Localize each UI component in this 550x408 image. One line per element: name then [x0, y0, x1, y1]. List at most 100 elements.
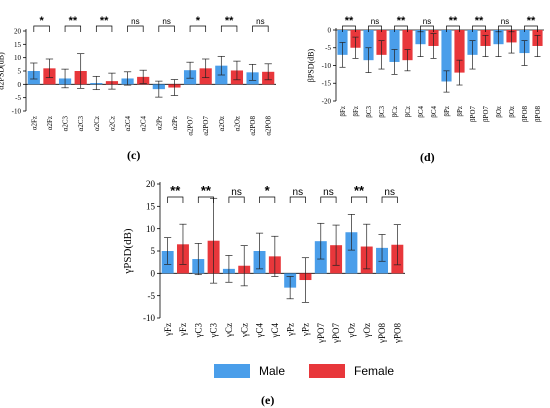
legend: Male Female: [214, 364, 418, 378]
y-tick-label: 0: [328, 26, 332, 34]
bar-female: [454, 30, 465, 73]
bar-male: [441, 30, 452, 82]
x-tick-label: γPO7: [316, 323, 326, 344]
significance-label: **: [201, 183, 212, 198]
x-tick-label: γC4: [255, 323, 265, 339]
significance-bracket: [472, 25, 486, 32]
y-tick-label: 10: [146, 224, 156, 234]
x-tick-label: βPO8: [534, 106, 542, 123]
significance-bracket: [381, 196, 398, 203]
y-tick-label: -5: [15, 94, 21, 102]
x-tick-label: βPO7: [482, 106, 490, 123]
x-tick-label: γOz: [362, 323, 372, 338]
x-tick-label: βC4: [417, 106, 425, 118]
significance-bracket: [220, 25, 238, 32]
bar-male: [389, 30, 400, 62]
y-tick-label: 0: [18, 81, 22, 89]
x-tick-label: α2Cz: [93, 116, 101, 131]
significance-label: **: [449, 15, 458, 27]
y-axis-label: βPSD(dB): [307, 48, 316, 82]
x-tick-label: γC4: [270, 323, 280, 339]
significance-bracket: [189, 25, 207, 32]
significance-bracket: [167, 196, 184, 203]
x-tick-label: α2Oz: [233, 116, 241, 131]
y-tick-label: -20: [322, 97, 332, 105]
significance-bracket: [420, 25, 434, 32]
y-tick-label: 15: [146, 201, 156, 211]
y-tick-label: 20: [14, 27, 22, 35]
y-tick-label: -5: [148, 291, 156, 301]
significance-label: ns: [162, 17, 170, 26]
significance-label: ns: [323, 187, 334, 198]
significance-label: ns: [231, 187, 242, 198]
x-tick-label: γC3: [193, 323, 203, 339]
legend-item-male: Male: [214, 364, 285, 378]
x-tick-label: α2Pz: [155, 116, 163, 130]
significance-label: *: [39, 15, 44, 27]
x-tick-label: γCz: [224, 323, 234, 338]
y-tick-label: -10: [12, 107, 22, 115]
x-tick-label: βC3: [378, 106, 386, 118]
legend-label-female: Female: [354, 364, 395, 378]
significance-bracket: [197, 196, 214, 203]
x-tick-label: α2PO7: [202, 116, 210, 136]
significance-label: *: [265, 183, 271, 198]
significance-label: ns: [293, 187, 304, 198]
significance-label: ns: [371, 17, 379, 26]
y-tick-label: -10: [143, 313, 155, 323]
significance-bracket: [252, 25, 269, 32]
y-tick-label: 0: [151, 268, 156, 278]
legend-label-male: Male: [259, 364, 286, 378]
x-tick-label: γPz: [285, 323, 295, 337]
x-tick-label: α2PO8: [249, 116, 257, 136]
x-tick-label: βC3: [365, 106, 373, 118]
legend-item-female: Female: [309, 364, 394, 378]
significance-bracket: [446, 25, 460, 32]
significance-bracket: [158, 25, 175, 32]
y-tick-label: -10: [322, 62, 332, 70]
x-tick-label: βOz: [508, 106, 516, 118]
significance-bracket: [127, 25, 144, 32]
x-tick-label: α2PO8: [265, 116, 273, 136]
x-tick-label: γOz: [347, 323, 357, 338]
y-tick-label: 5: [151, 246, 156, 256]
significance-label: ns: [501, 17, 509, 26]
significance-label: **: [527, 15, 536, 27]
x-tick-label: α2Fz: [46, 116, 54, 130]
x-tick-label: βOz: [495, 106, 503, 118]
significance-bracket: [95, 25, 113, 32]
bar-female: [402, 30, 413, 61]
y-tick-label: -5: [325, 44, 331, 52]
y-tick-label: 20: [146, 179, 156, 189]
bar-male: [363, 30, 374, 61]
significance-label: **: [69, 15, 78, 27]
y-tick-label: 5: [18, 67, 22, 75]
x-tick-label: βFz: [339, 106, 347, 117]
x-tick-label: α2C3: [62, 116, 70, 132]
x-tick-label: γPO7: [331, 323, 341, 344]
x-tick-label: βPO8: [521, 106, 529, 123]
y-tick-label: 15: [14, 41, 22, 49]
significance-label: **: [225, 15, 234, 27]
significance-bracket: [33, 25, 50, 32]
significance-label: ns: [384, 187, 395, 198]
x-tick-label: βPO7: [469, 106, 477, 123]
x-tick-label: βCz: [391, 106, 399, 117]
significance-label: *: [196, 15, 201, 27]
significance-bracket: [342, 25, 356, 32]
significance-label: ns: [131, 17, 139, 26]
x-tick-label: βFz: [352, 106, 360, 117]
x-tick-label: α2Oz: [218, 116, 226, 131]
significance-bracket: [289, 196, 306, 203]
x-tick-label: γFz: [178, 323, 188, 337]
x-tick-label: α2Pz: [171, 116, 179, 130]
significance-label: **: [345, 15, 354, 27]
x-tick-label: γFz: [163, 323, 173, 337]
x-tick-label: γCz: [239, 323, 249, 338]
significance-bracket: [228, 196, 245, 203]
x-tick-label: α2C4: [124, 116, 132, 132]
significance-bracket: [320, 196, 337, 203]
